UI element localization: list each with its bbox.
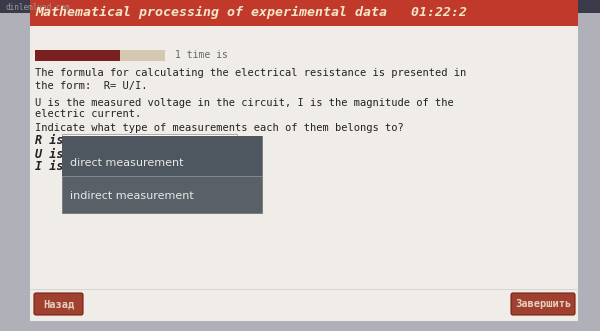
Text: indirect measurement: indirect measurement	[70, 191, 194, 201]
Text: I is: I is	[35, 161, 64, 173]
Text: U is the measured voltage in the circuit, I is the magnitude of the: U is the measured voltage in the circuit…	[35, 98, 454, 108]
FancyBboxPatch shape	[0, 0, 600, 13]
Text: electric current.: electric current.	[35, 109, 141, 119]
Text: R is: R is	[35, 133, 64, 147]
Text: ∨: ∨	[228, 136, 234, 146]
FancyBboxPatch shape	[30, 0, 578, 26]
Text: 1 time is: 1 time is	[175, 51, 228, 61]
Text: dinlemlyad.com: dinlemlyad.com	[5, 3, 70, 12]
FancyBboxPatch shape	[30, 26, 578, 321]
FancyBboxPatch shape	[511, 293, 575, 315]
FancyBboxPatch shape	[35, 50, 165, 61]
Text: The formula for calculating the electrical resistance is presented in: The formula for calculating the electric…	[35, 68, 466, 78]
Text: the form:  R= U/I.: the form: R= U/I.	[35, 81, 148, 91]
Text: Indicate what type of measurements each of them belongs to?: Indicate what type of measurements each …	[35, 123, 404, 133]
FancyBboxPatch shape	[62, 136, 262, 213]
FancyBboxPatch shape	[35, 50, 120, 61]
Text: Назад: Назад	[43, 299, 74, 309]
Text: Mathematical processing of experimental data   01:22:2: Mathematical processing of experimental …	[35, 5, 467, 19]
Text: U is: U is	[35, 148, 64, 161]
FancyBboxPatch shape	[62, 136, 262, 176]
FancyBboxPatch shape	[34, 293, 83, 315]
FancyBboxPatch shape	[62, 134, 237, 148]
Text: Завершить: Завершить	[515, 299, 571, 309]
Text: direct measurement: direct measurement	[70, 158, 184, 168]
